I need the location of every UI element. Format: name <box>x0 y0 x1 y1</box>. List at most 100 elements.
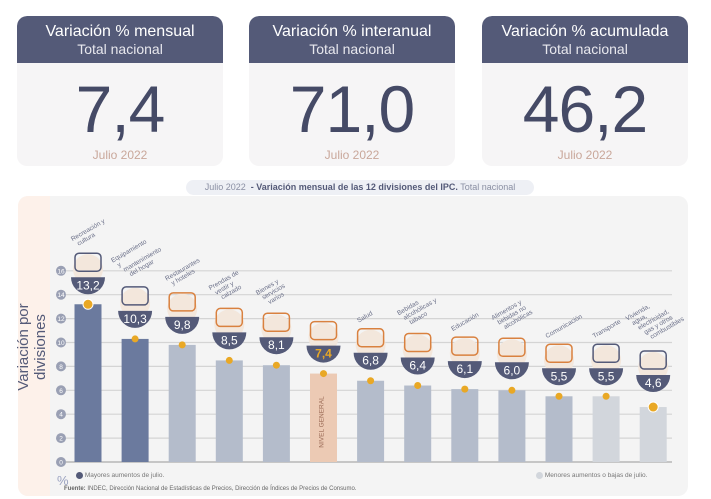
division-icon <box>451 336 479 356</box>
card-title: Variación % acumulada <box>501 23 669 40</box>
bar[interactable] <box>404 385 432 462</box>
category-label: Restaurantesy hoteles <box>164 257 205 289</box>
card-value: 71,0 <box>289 72 415 146</box>
icon-backdrop <box>261 314 292 345</box>
icon-backdrop <box>120 287 151 318</box>
category-label: Bienes yserviciosvarios <box>255 276 291 309</box>
icon-backdrop <box>496 339 527 370</box>
division-icon <box>403 332 432 353</box>
card-cumulative: Variación % acumulada Total nacional 46,2… <box>482 16 688 166</box>
value-badge <box>494 362 529 380</box>
icon-backdrop <box>355 329 386 360</box>
division-icon <box>498 337 526 358</box>
card-value: 7,4 <box>75 72 166 146</box>
bar[interactable] <box>592 396 620 462</box>
division-icon <box>262 312 291 332</box>
value-badge <box>71 277 105 295</box>
value-dot <box>508 386 516 394</box>
icon-backdrop <box>214 309 245 340</box>
card-subtitle: Total nacional <box>309 41 395 57</box>
card-subtitle: Total nacional <box>542 41 628 57</box>
legend-high-label: Mayores aumentos de julio. <box>84 472 165 480</box>
y-tick-label: 2 <box>59 436 63 443</box>
division-icon <box>639 350 667 370</box>
value-badge <box>118 310 153 328</box>
y-tick-marker <box>56 433 66 444</box>
category-label: Educación <box>450 311 480 332</box>
division-icon <box>74 252 102 273</box>
value-badge <box>636 375 671 393</box>
category-label: Alimentos ybebidas noalcohólicas <box>490 296 534 334</box>
value-dot <box>82 298 94 310</box>
card-title: Variación % mensual <box>45 23 195 40</box>
bar-label-general: NIVEL GENERAL <box>319 396 326 448</box>
bar[interactable] <box>451 389 479 462</box>
chart-title-suffix: Total nacional <box>460 182 516 192</box>
value-label: 5,5 <box>598 369 615 383</box>
value-label: 4,6 <box>645 376 662 390</box>
bar[interactable] <box>357 380 385 462</box>
bar[interactable] <box>74 304 102 462</box>
card-yearly: Variación % interanual Total nacional 71,… <box>249 16 455 166</box>
bar[interactable] <box>121 338 149 462</box>
value-badge <box>306 345 341 363</box>
bar[interactable] <box>310 373 337 462</box>
value-badge <box>447 361 482 379</box>
value-dot <box>555 392 563 400</box>
category-label: Comunicación <box>545 313 585 340</box>
value-label: 8,1 <box>268 338 285 352</box>
division-icon <box>168 292 196 312</box>
y-tick-marker <box>56 337 66 348</box>
card-monthly: Variación % mensual Total nacional 7,4 Ju… <box>17 16 223 166</box>
category-label: Prendas devestir ycalzado <box>208 269 248 304</box>
icon-backdrop <box>167 293 198 324</box>
division-icon <box>356 327 385 348</box>
y-tick-marker <box>56 385 66 396</box>
value-dot <box>602 392 610 400</box>
icon-backdrop <box>591 345 622 376</box>
axis-strip <box>18 196 50 496</box>
y-tick-marker <box>56 457 66 467</box>
value-dot <box>461 385 469 393</box>
value-badge <box>589 368 624 386</box>
category-label: Transporte <box>592 318 623 340</box>
value-label: 9,8 <box>174 318 191 332</box>
bar[interactable] <box>215 360 243 462</box>
bar[interactable] <box>168 344 196 462</box>
y-tick-marker <box>56 361 66 372</box>
bar[interactable] <box>639 407 667 462</box>
card-period: Julio 2022 <box>92 148 148 162</box>
bar[interactable] <box>545 396 573 462</box>
y-tick-label: 14 <box>57 292 65 299</box>
value-label: 8,5 <box>221 333 238 347</box>
bar[interactable] <box>498 390 526 462</box>
value-dot <box>414 382 422 390</box>
category-label: Salud <box>356 310 374 325</box>
y-tick-label: 0 <box>59 460 63 467</box>
value-label: 6,1 <box>456 362 473 376</box>
icon-backdrop <box>544 345 574 376</box>
source-label: Fuente: <box>64 486 86 492</box>
source-note: Fuente: INDEC, Dirección Nacional de Est… <box>64 486 356 492</box>
value-dot <box>131 335 139 343</box>
value-label: 6,0 <box>504 363 521 377</box>
category-label: Vivienda,agua,electricidad,gas y otrosco… <box>625 291 686 347</box>
chart-title-period: Julio 2022 <box>204 182 246 192</box>
icon-backdrop <box>638 352 669 383</box>
value-badge <box>353 352 388 370</box>
value-label: 5,5 <box>551 369 568 383</box>
division-icon <box>309 320 338 341</box>
value-dot <box>367 377 375 385</box>
value-dot <box>647 401 659 413</box>
value-label: 10,3 <box>123 312 147 326</box>
card-subtitle: Total nacional <box>77 41 163 57</box>
legend-high: Mayores aumentos de julio. <box>76 472 164 479</box>
y-tick-label: 10 <box>57 340 65 347</box>
card-period: Julio 2022 <box>557 148 613 162</box>
y-tick-marker <box>56 265 66 276</box>
icon-backdrop <box>308 322 339 353</box>
value-badge <box>165 316 200 334</box>
division-icon <box>545 343 573 364</box>
bar[interactable] <box>262 365 290 462</box>
